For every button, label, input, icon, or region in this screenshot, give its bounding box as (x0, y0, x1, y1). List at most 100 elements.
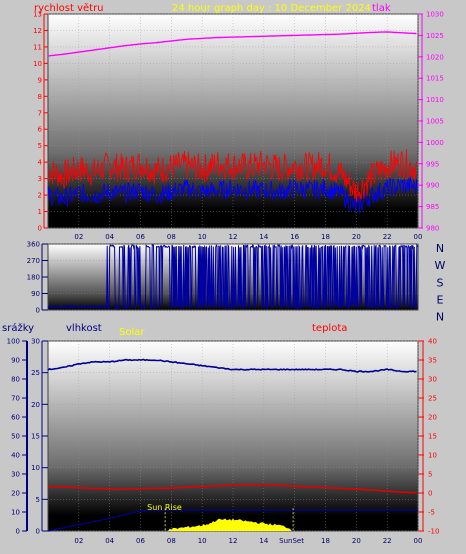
temperature-tick-label: 15 (428, 433, 437, 441)
solar-area (48, 518, 418, 531)
compass-label: S (437, 276, 444, 289)
bottom-time-tick-label: 06 (136, 537, 145, 545)
rain-tick-label: 40 (11, 452, 20, 460)
temperature-tick-label: -5 (428, 509, 435, 517)
bottom-time-tick-label: 14 (259, 537, 268, 545)
pressure-tick-label: 1030 (426, 11, 444, 19)
humidity-tick-label: 30 (31, 338, 40, 346)
pressure-tick-label: 980 (426, 225, 439, 233)
wind-tick-label: 5 (38, 142, 42, 150)
humidity-axis-title: vlhkost (66, 323, 102, 334)
temperature-line (48, 483, 417, 494)
bottom-time-tick-label: 20 (352, 537, 361, 545)
time-tick-label: 04 (105, 233, 114, 241)
time-tick-label: 20 (352, 233, 361, 241)
humidity-tick-label: 10 (31, 464, 40, 472)
time-tick-label: 14 (259, 233, 268, 241)
rain-tick-label: 100 (7, 338, 20, 346)
sunrise-label: Sun Rise (147, 503, 182, 512)
rain-tick-label: 20 (11, 490, 20, 498)
direction-tick-label: 180 (27, 274, 40, 282)
humidity-tick-label: 0 (36, 528, 40, 536)
direction-tick-label: 360 (27, 241, 40, 249)
direction-tick-label: 270 (27, 257, 40, 265)
pressure-tick-label: 1025 (426, 32, 444, 40)
humidity-temp-plot-area (47, 340, 419, 532)
temperature-tick-label: 5 (428, 471, 432, 479)
graph-title: 24 hour graph day : 10 December 2024 (172, 3, 371, 14)
wind-tick-label: 0 (38, 225, 42, 233)
wind-gust-line (47, 148, 418, 204)
wind-tick-label: 4 (38, 159, 43, 167)
wind-tick-label: 8 (38, 93, 42, 101)
bottom-time-tick-label: 08 (167, 537, 176, 545)
wind-tick-label: 3 (38, 175, 42, 183)
temperature-tick-label: 40 (428, 338, 437, 346)
time-tick-label: 02 (74, 233, 83, 241)
humidity-tick-label: 20 (31, 401, 40, 409)
wind-tick-label: 1 (38, 208, 42, 216)
bottom-time-tick-label: 02 (74, 537, 83, 545)
humidity-line (47, 358, 417, 373)
wind-tick-label: 13 (33, 11, 42, 19)
bottom-time-tick-label: 12 (229, 537, 238, 545)
rain-tick-label: 30 (11, 471, 20, 479)
rain-tick-label: 0 (16, 528, 20, 536)
pressure-axis-title: tlak (372, 3, 391, 14)
wind-pressure-plot-area (47, 13, 419, 229)
chart-marks: 0123456789101112139809859909951000100510… (7, 11, 446, 546)
pressure-tick-label: 990 (426, 182, 439, 190)
humidity-tick-label: 15 (31, 433, 40, 441)
temperature-tick-label: 25 (428, 395, 437, 403)
wind-tick-label: 6 (38, 126, 43, 134)
bottom-time-tick-label: 22 (383, 537, 392, 545)
pressure-tick-label: 1010 (426, 96, 444, 104)
pressure-line (47, 31, 417, 57)
pressure-tick-label: 1000 (426, 139, 444, 147)
rain-tick-label: 10 (11, 509, 20, 517)
wind-direction-line (47, 243, 419, 311)
bottom-time-tick-label: 04 (105, 537, 114, 545)
temperature-tick-label: -10 (428, 528, 439, 536)
compass-label: N (436, 242, 444, 255)
sunset-label: SunSet (279, 537, 304, 545)
wind-average-line (47, 177, 418, 214)
rain-tick-label: 90 (11, 357, 20, 365)
time-tick-label: 00 (414, 233, 423, 241)
temperature-tick-label: 35 (428, 357, 437, 365)
wind-tick-label: 2 (38, 192, 42, 200)
time-tick-label: 18 (321, 233, 330, 241)
pressure-tick-label: 1015 (426, 75, 444, 83)
time-tick-label: 06 (136, 233, 145, 241)
solar-axis-title: Solar (119, 327, 145, 338)
humidity-tick-label: 25 (31, 369, 40, 377)
temperature-tick-label: 30 (428, 376, 437, 384)
direction-tick-label: 90 (31, 290, 40, 298)
rain-axis-title: srážky (2, 322, 34, 334)
rain-tick-label: 80 (11, 376, 20, 384)
wind-tick-label: 12 (33, 27, 42, 35)
pressure-tick-label: 1005 (426, 118, 444, 126)
wind-speed-axis-title: rychlost větru (34, 2, 104, 14)
time-tick-label: 08 (167, 233, 176, 241)
temperature-tick-label: 0 (428, 490, 432, 498)
time-tick-label: 10 (198, 233, 207, 241)
rain-line (47, 509, 418, 532)
temperature-tick-label: 20 (428, 414, 437, 422)
wind-tick-label: 10 (33, 60, 42, 68)
compass-label: W (435, 259, 446, 272)
pressure-tick-label: 995 (426, 160, 439, 168)
wind-tick-label: 9 (38, 76, 42, 84)
wind-tick-label: 7 (38, 109, 42, 117)
bottom-time-tick-label: 10 (198, 537, 207, 545)
rain-tick-label: 60 (11, 414, 20, 422)
bottom-time-tick-label: 00 (414, 537, 423, 545)
temperature-axis-title: teplota (312, 323, 347, 334)
rain-tick-label: 70 (11, 395, 20, 403)
pressure-tick-label: 1020 (426, 53, 444, 61)
temperature-tick-label: 10 (428, 452, 437, 460)
humidity-tick-label: 5 (36, 496, 40, 504)
pressure-tick-label: 985 (426, 203, 439, 211)
